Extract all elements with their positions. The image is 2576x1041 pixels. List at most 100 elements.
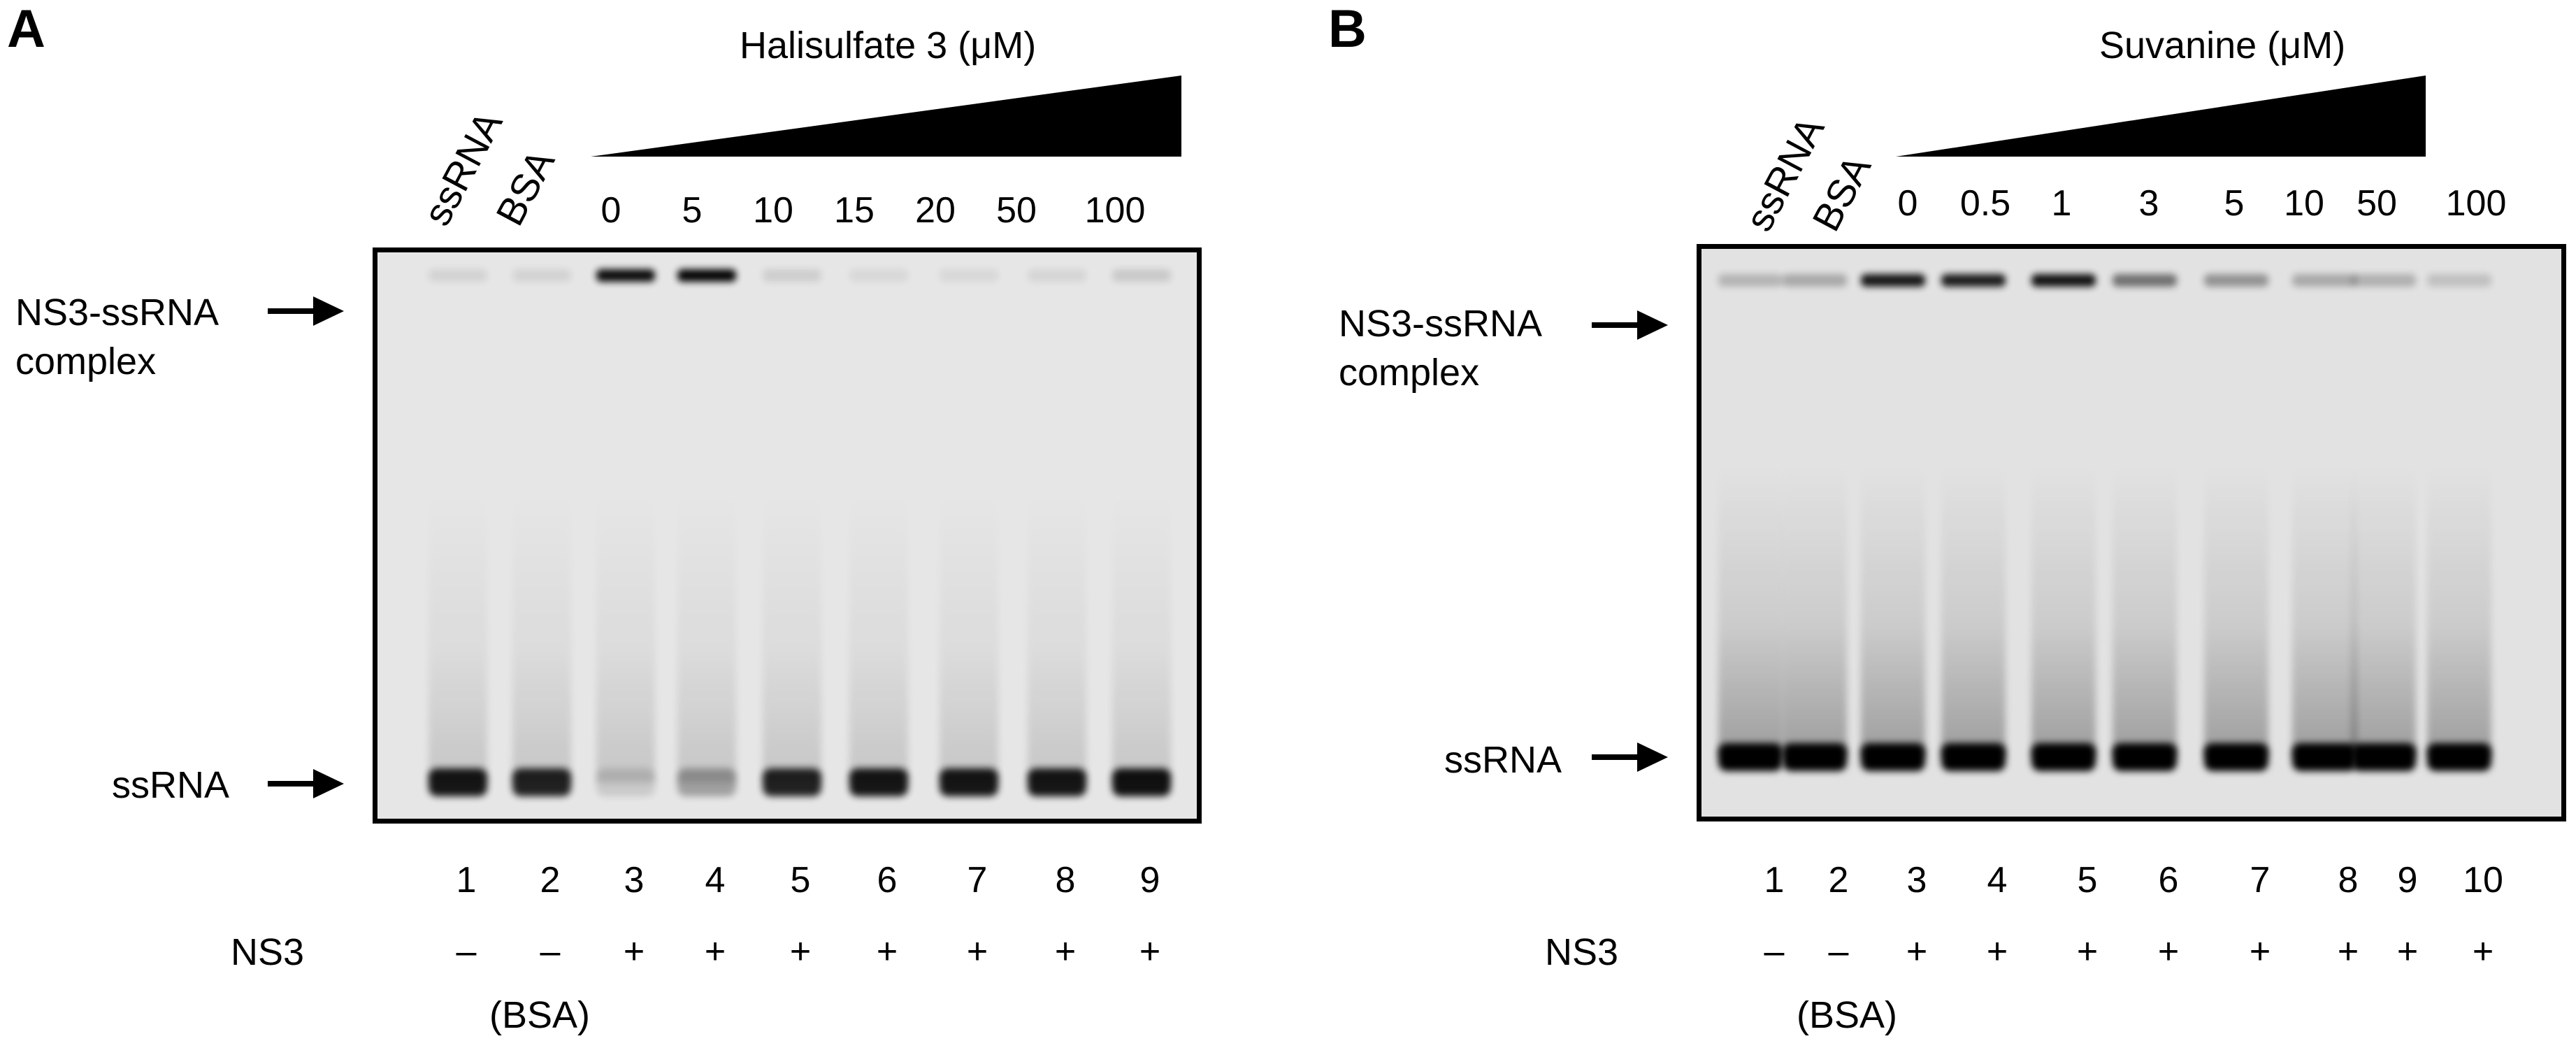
complex-band <box>940 269 998 282</box>
ns3-sign: + <box>789 931 812 972</box>
concentration-label: 10 <box>753 190 793 231</box>
complex-band <box>2113 274 2177 287</box>
panel-letter: A <box>7 0 45 59</box>
complex-label-line2: complex <box>15 340 157 382</box>
panel-letter: B <box>1328 0 1367 59</box>
ssrna-band <box>1783 743 1847 771</box>
complex-band <box>677 269 736 282</box>
concentration-label: 10 <box>2284 183 2324 224</box>
complex-band <box>429 269 487 282</box>
ns3-sign: + <box>2472 931 2494 972</box>
complex-band <box>2352 274 2416 287</box>
ssrna-band <box>2204 743 2268 771</box>
complex-band <box>849 269 908 282</box>
ssrna-band <box>940 768 998 796</box>
ns3-sign: + <box>1906 931 1928 972</box>
ssrna-band <box>1112 768 1171 796</box>
lane-smear <box>512 489 571 782</box>
ssrna-band <box>763 768 821 796</box>
gel-canvas <box>1701 249 2561 817</box>
ssrna-band <box>2427 743 2491 771</box>
ns3-sign: + <box>2076 931 2099 972</box>
ssrna-band <box>1861 743 1925 771</box>
lane-number: 6 <box>2158 860 2179 900</box>
lane-smear <box>1718 464 1783 757</box>
ssrna-band <box>1028 768 1086 796</box>
concentration-label: 100 <box>1084 190 1146 231</box>
ns3-sign: + <box>1139 931 1161 972</box>
lane-number: 7 <box>967 860 988 900</box>
complex-band <box>1028 269 1086 282</box>
ns3-sign: – <box>456 931 477 972</box>
concentration-label: 0.5 <box>1959 183 2011 224</box>
concentration-wedge <box>1896 76 2426 157</box>
lane-number: 1 <box>456 860 477 900</box>
complex-band <box>2204 274 2268 287</box>
complex-band <box>2292 274 2356 287</box>
concentration-label: 0 <box>600 190 621 231</box>
complex-band <box>2427 274 2491 287</box>
lane-number: 9 <box>1139 860 1160 900</box>
lane-number: 2 <box>1828 860 1849 900</box>
lane-number: 9 <box>2397 860 2418 900</box>
ns3-label: NS3 <box>231 931 305 973</box>
ssrna-band <box>2113 743 2177 771</box>
concentration-label: 0 <box>1897 183 1918 224</box>
ssrna-band <box>677 768 736 796</box>
complex-label-line2: complex <box>1339 352 1480 394</box>
arrow-right-icon <box>1637 310 1668 340</box>
concentration-label: 100 <box>2445 183 2507 224</box>
gel-canvas <box>377 252 1197 819</box>
complex-band <box>1861 274 1925 287</box>
lane-smear <box>1112 489 1171 782</box>
ssrna-band <box>1718 743 1783 771</box>
gel-image <box>373 247 1202 824</box>
ssrna-band <box>596 768 655 796</box>
ssrna-band <box>512 768 571 796</box>
lane-smear <box>596 489 655 782</box>
ns3-sign: + <box>966 931 988 972</box>
ns3-sign: + <box>623 931 645 972</box>
complex-arrow <box>1592 322 1641 328</box>
lane-number: 5 <box>790 860 811 900</box>
complex-band <box>1783 274 1847 287</box>
ns3-sign: + <box>704 931 726 972</box>
lane-smear <box>940 489 998 782</box>
concentration-label: 15 <box>834 190 875 231</box>
concentration-label: 1 <box>2051 183 2072 224</box>
rotated-lane-label: BSA <box>1804 148 1880 238</box>
ns3-sign: + <box>1054 931 1077 972</box>
arrow-right-icon <box>313 769 344 798</box>
lane-smear <box>2427 464 2491 757</box>
concentration-label: 20 <box>915 190 956 231</box>
concentration-label: 50 <box>996 190 1037 231</box>
lane-number: 10 <box>2463 860 2503 900</box>
arrow-right-icon <box>1637 742 1668 772</box>
lane-smear <box>1028 489 1086 782</box>
ns3-sign: – <box>540 931 561 972</box>
ssrna-label: ssRNA <box>112 764 230 806</box>
complex-band <box>763 269 821 282</box>
ns3-label: NS3 <box>1545 931 1619 973</box>
lane-smear <box>1861 464 1925 757</box>
lane-smear <box>2352 464 2416 757</box>
complex-band <box>1718 274 1783 287</box>
ns3-sign: + <box>876 931 898 972</box>
lane-smear <box>429 489 487 782</box>
gel-image <box>1697 244 2566 821</box>
compound-label: Suvanine (μM) <box>2099 24 2346 66</box>
lane-number: 1 <box>1764 860 1785 900</box>
ssrna-band <box>2031 743 2096 771</box>
lane-number: 6 <box>877 860 898 900</box>
complex-band <box>512 269 571 282</box>
complex-band <box>596 269 655 282</box>
concentration-label: 5 <box>2224 183 2245 224</box>
ssrna-band <box>2292 743 2356 771</box>
ns3-sign: + <box>2337 931 2359 972</box>
ns3-sign: + <box>2396 931 2419 972</box>
lane-number: 3 <box>624 860 645 900</box>
ns3-sign: + <box>1986 931 2008 972</box>
complex-band <box>2031 274 2096 287</box>
ns3-sign: – <box>1828 931 1849 972</box>
lane-smear <box>763 489 821 782</box>
